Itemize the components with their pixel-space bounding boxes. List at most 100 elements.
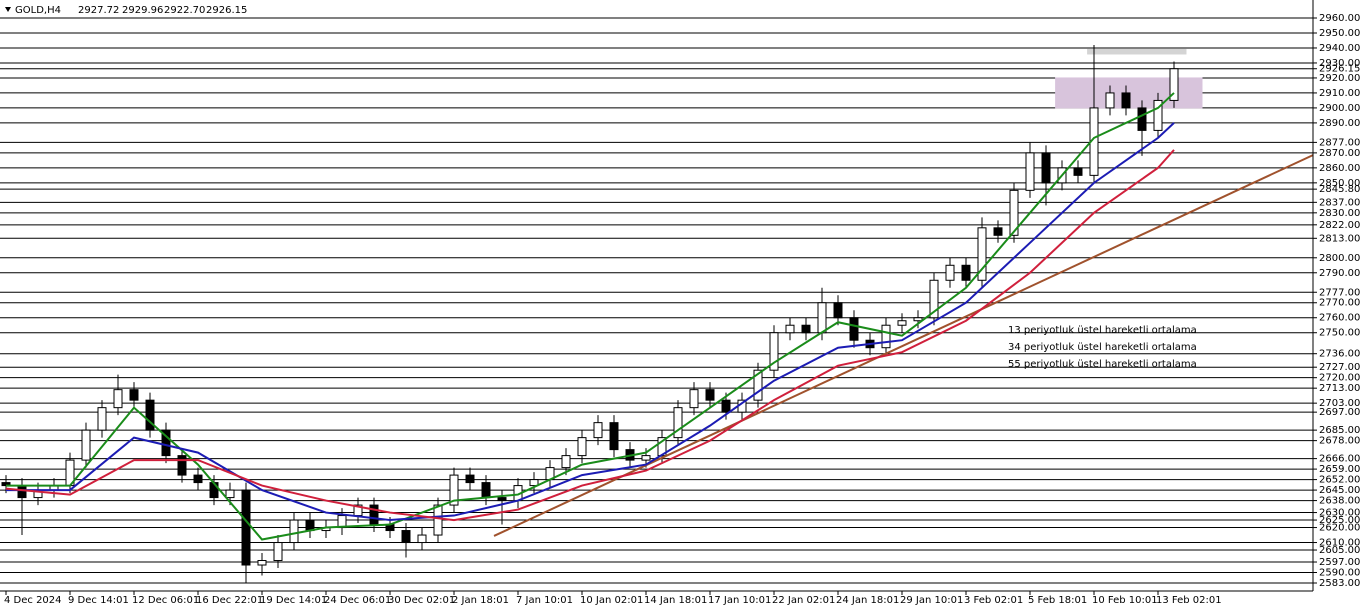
x-tick-label: 22 Jan 02:01 <box>772 595 835 606</box>
x-tick-label: 5 Feb 18:01 <box>1028 595 1087 606</box>
y-tick-label: 2860.00 <box>1319 163 1360 174</box>
y-tick-label: 2760.00 <box>1319 313 1360 324</box>
candle-body <box>161 429 171 457</box>
y-tick-label: 2910.00 <box>1319 88 1360 99</box>
candle-body <box>305 519 315 532</box>
candle-body <box>721 399 731 413</box>
candle-body <box>961 264 971 281</box>
legend-entry: 55 periyotluk üstel hareketli ortalama <box>1008 359 1197 370</box>
x-tick-label: 7 Jan 10:01 <box>516 595 573 606</box>
candle-body <box>289 519 299 544</box>
y-tick-label: 2697.00 <box>1319 407 1360 418</box>
y-tick-label: 2822.00 <box>1319 220 1360 231</box>
y-tick-label: 2870.00 <box>1319 148 1360 159</box>
candle-body <box>1121 92 1131 109</box>
candle-body <box>641 455 651 461</box>
x-tick-label: 13 Feb 02:01 <box>1156 595 1222 606</box>
candle-body <box>273 542 283 562</box>
candle-body <box>689 389 699 409</box>
candle-body <box>1009 189 1019 236</box>
candle-body <box>417 534 427 544</box>
plot <box>1 44 1314 583</box>
y-tick-label: 2930.00 <box>1319 58 1360 69</box>
candle-body <box>225 489 235 499</box>
y-tick-label: 2590.00 <box>1319 568 1360 579</box>
y-tick-label: 2813.00 <box>1319 233 1360 244</box>
candle-body <box>497 497 507 502</box>
zone <box>1087 48 1187 55</box>
y-tick-label: 2652.00 <box>1319 475 1360 486</box>
candle-body <box>97 407 107 431</box>
candle-body <box>929 279 939 319</box>
quote-open: 2927.72 <box>78 5 119 16</box>
candle-body <box>609 422 619 451</box>
x-tick-label: 2 Jan 18:01 <box>452 595 509 606</box>
y-tick-label: 2890.00 <box>1319 118 1360 129</box>
legend-entry: 34 periyotluk üstel hareketli ortalama <box>1008 342 1197 353</box>
y-tick-label: 2837.00 <box>1319 197 1360 208</box>
menu-arrow[interactable] <box>5 7 11 12</box>
y-tick-label: 2750.00 <box>1319 328 1360 339</box>
y-tick-label: 2926.15 <box>1319 64 1360 75</box>
candle-body <box>113 389 123 409</box>
candle-body <box>577 437 587 457</box>
candle-body <box>1073 167 1083 176</box>
candle-body <box>17 485 27 499</box>
y-tick-label: 2659.00 <box>1319 464 1360 475</box>
candle-body <box>881 324 891 349</box>
x-tick-label: 30 Dec 02:01 <box>388 595 455 606</box>
y-tick-label: 2645.00 <box>1319 485 1360 496</box>
candle-body <box>833 302 843 319</box>
y-tick-label: 2727.00 <box>1319 362 1360 373</box>
quote-close: 2926.15 <box>206 5 247 16</box>
candle-body <box>1041 152 1051 184</box>
y-tick-label: 2620.00 <box>1319 523 1360 534</box>
y-tick-label: 2666.00 <box>1319 454 1360 465</box>
x-tick-label: 14 Jan 18:01 <box>644 595 707 606</box>
y-tick-label: 2630.00 <box>1319 508 1360 519</box>
y-tick-label: 2638.00 <box>1319 496 1360 507</box>
candle-body <box>465 474 475 484</box>
y-tick-label: 2720.00 <box>1319 373 1360 384</box>
y-tick-label: 2770.00 <box>1319 298 1360 309</box>
x-tick-label: 12 Dec 06:01 <box>132 595 199 606</box>
y-tick-label: 2960.00 <box>1319 13 1360 24</box>
x-tick-label: 4 Dec 2024 <box>4 595 62 606</box>
candle-body <box>1105 92 1115 109</box>
y-tick-label: 2877.00 <box>1319 137 1360 148</box>
candle-body <box>81 429 91 461</box>
y-tick-label: 2703.00 <box>1319 398 1360 409</box>
legend-entry: 13 periyotluk üstel hareketli ortalama <box>1008 325 1197 336</box>
candle-body <box>177 455 187 476</box>
candle-body <box>241 489 251 566</box>
candle-body <box>977 227 987 281</box>
quote-high: 2929.96 <box>122 5 163 16</box>
candle-body <box>785 324 795 334</box>
y-tick-label: 2678.00 <box>1319 436 1360 447</box>
x-tick-label: 29 Jan 10:01 <box>900 595 963 606</box>
candle-body <box>753 369 763 401</box>
y-tick-label: 2713.00 <box>1319 383 1360 394</box>
candle-body <box>369 504 379 526</box>
x-tick-label: 19 Dec 14:01 <box>260 595 327 606</box>
x-tick-label: 3 Feb 02:01 <box>964 595 1023 606</box>
y-tick-label: 2800.00 <box>1319 253 1360 264</box>
y-tick-label: 2625.00 <box>1319 515 1360 526</box>
y-tick-label: 2610.00 <box>1319 538 1360 549</box>
candle-body <box>769 332 779 371</box>
candle-body <box>257 560 267 566</box>
y-tick-label: 2845.80 <box>1319 184 1360 195</box>
x-tick-label: 10 Jan 02:01 <box>580 595 643 606</box>
trendline <box>493 154 1314 537</box>
x-tick-label: 16 Dec 22:01 <box>196 595 263 606</box>
candle-body <box>1169 68 1179 101</box>
candle-body <box>897 320 907 326</box>
candle-body <box>1153 99 1163 131</box>
x-tick-label: 24 Dec 06:01 <box>324 595 391 606</box>
ema-line <box>6 92 1175 541</box>
candle-body <box>801 324 811 334</box>
candle-body <box>529 479 539 487</box>
candle-body <box>481 482 491 499</box>
x-tick-label: 24 Jan 18:01 <box>836 595 899 606</box>
